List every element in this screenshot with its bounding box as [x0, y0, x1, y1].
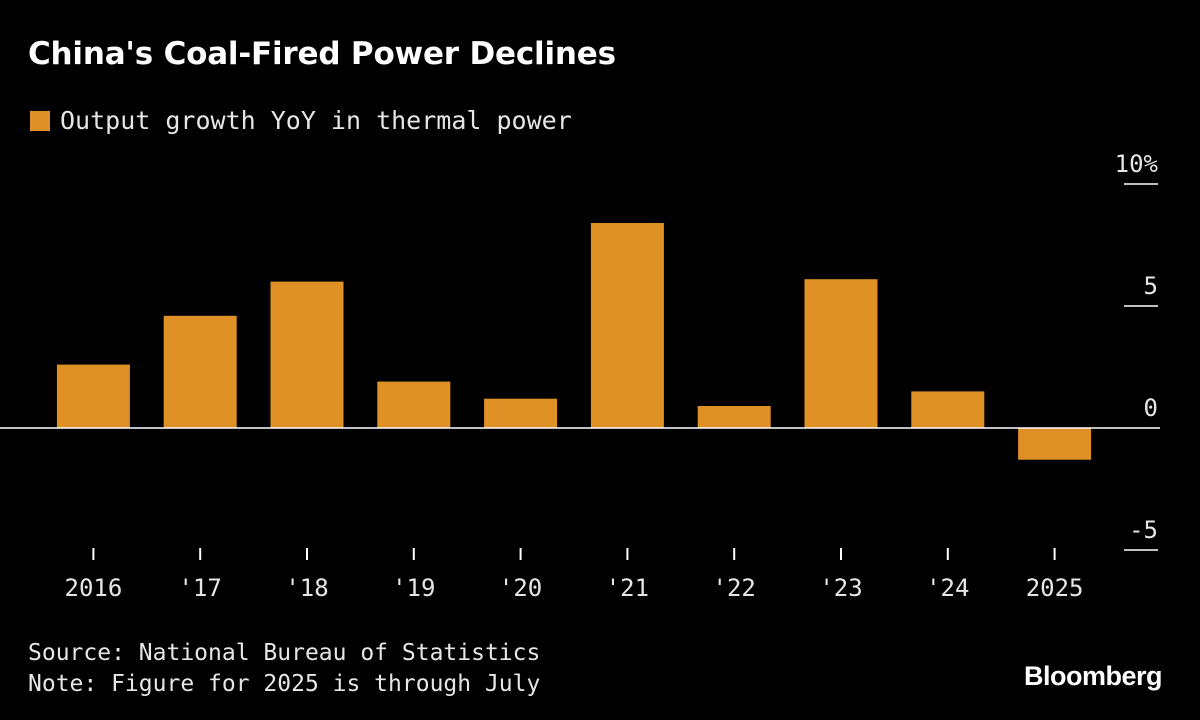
bar-2: [270, 281, 344, 428]
bar-3: [377, 381, 451, 428]
bar-8: [911, 391, 985, 428]
x-tick-label-9: 2025: [1026, 574, 1084, 602]
bar-7: [804, 279, 878, 428]
bar-4: [484, 398, 558, 428]
bar-6: [697, 406, 771, 428]
bar-1: [163, 315, 237, 428]
legend-swatch: [30, 110, 50, 131]
footer: Source: National Bureau of Statistics No…: [28, 638, 540, 700]
bar-9: [1018, 428, 1092, 460]
x-tick-label-0: 2016: [65, 574, 123, 602]
y-tick-label-1: 5: [1144, 272, 1158, 300]
x-tick-label-3: '19: [392, 574, 435, 602]
chart-title: China's Coal-Fired Power Declines: [28, 36, 616, 72]
y-tick-label-2: 0: [1144, 394, 1158, 422]
x-tick-label-2: '18: [285, 574, 328, 602]
x-tick-label-8: '24: [926, 574, 969, 602]
x-tick-label-4: '20: [499, 574, 542, 602]
x-tick-label-7: '23: [819, 574, 862, 602]
x-tick-label-6: '22: [713, 574, 756, 602]
bars-group: [56, 223, 1092, 460]
y-tick-label-0: 10%: [1115, 150, 1159, 178]
x-tick-label-1: '17: [179, 574, 222, 602]
y-tick-label-3: -5: [1129, 516, 1158, 544]
legend: Output growth YoY in thermal power: [30, 106, 572, 135]
source-note: Source: National Bureau of Statistics: [28, 640, 541, 666]
bar-5: [590, 223, 664, 428]
bloomberg-logo: Bloomberg: [1023, 661, 1163, 691]
legend-label: Output growth YoY in thermal power: [60, 106, 572, 135]
bar-0: [56, 364, 130, 428]
y-axis: 10% 5 0 -5: [1115, 150, 1159, 551]
x-axis: 2016 '17 '18 '19 '20 '21 '22 '23 '24 2025: [65, 548, 1084, 602]
footnote: Note: Figure for 2025 is through July: [28, 671, 541, 697]
x-tick-label-5: '21: [606, 574, 649, 602]
